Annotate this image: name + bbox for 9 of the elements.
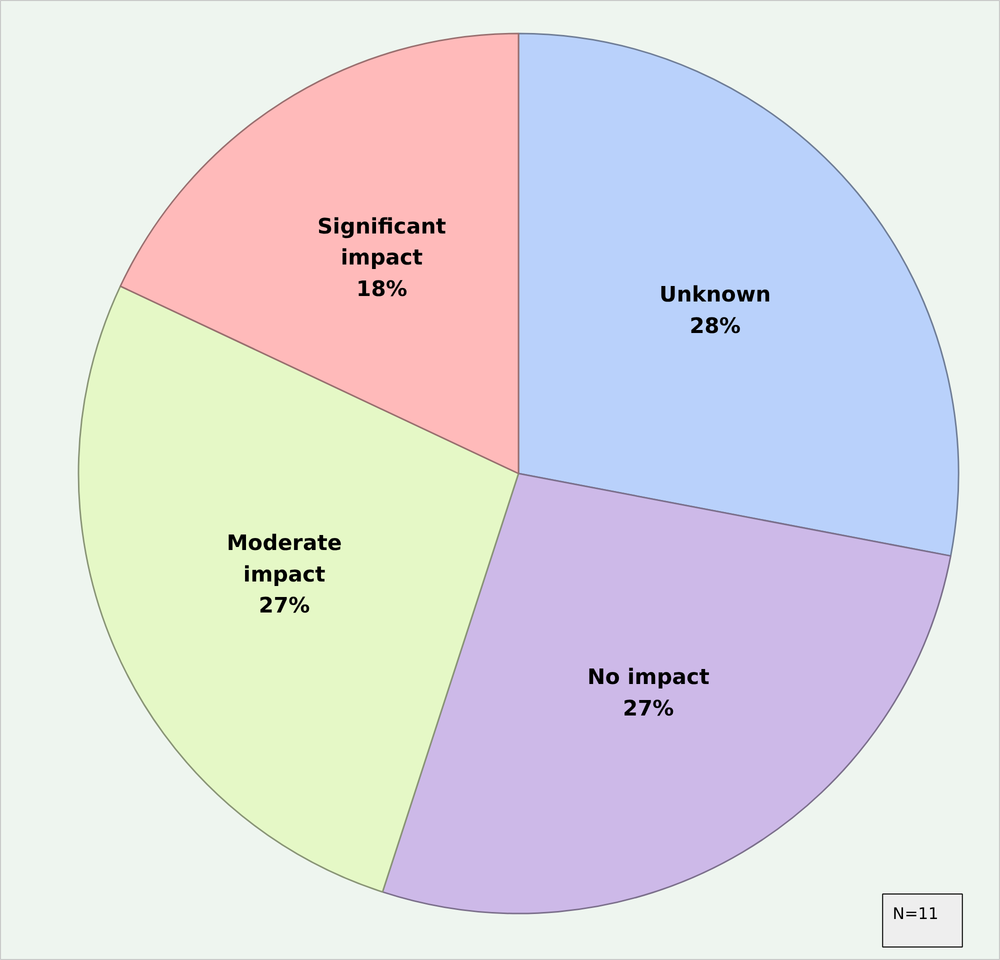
slice-label: Unknown [659,282,771,308]
data-label: 18% [356,276,408,302]
data-label: 28% [690,314,741,339]
text: N=11 [892,904,938,923]
data-label: 27% [622,696,674,722]
slice-label: Moderate impact [226,531,342,588]
slice-label: Significant impact [317,214,446,271]
data-label: 27% [258,594,310,619]
slice-label: No impact [587,665,710,690]
